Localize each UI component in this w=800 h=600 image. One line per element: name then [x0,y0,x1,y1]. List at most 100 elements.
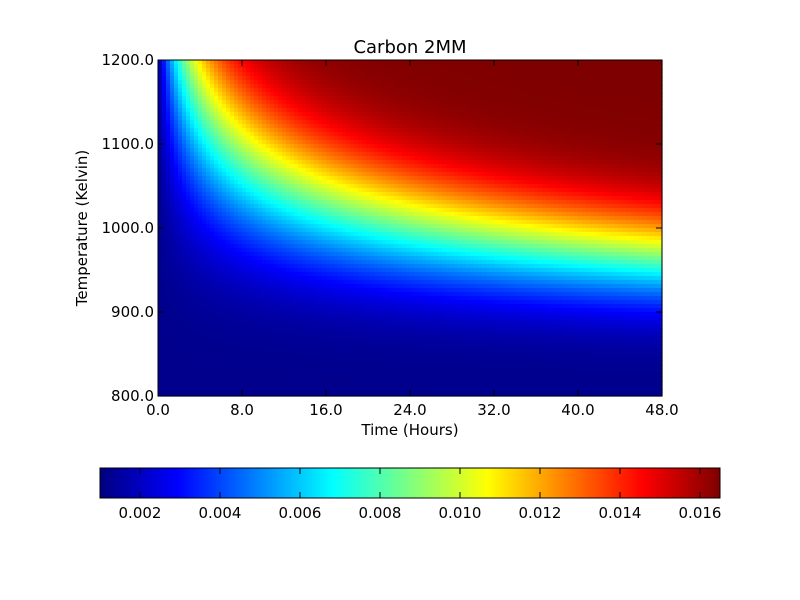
heatmap-cell [594,188,599,193]
heatmap-cell [378,120,383,125]
heatmap-cell [310,152,315,157]
heatmap-cell [426,160,431,165]
heatmap-cell [306,68,311,73]
heatmap-cell [162,212,167,217]
heatmap-cell [370,100,375,105]
heatmap-cell [574,104,579,109]
heatmap-cell [386,172,391,177]
heatmap-cell [598,100,603,105]
heatmap-cell [194,100,199,105]
heatmap-cell [422,96,427,101]
heatmap-cell [310,76,315,81]
heatmap-cell [226,204,231,209]
heatmap-cell [174,208,179,213]
heatmap-cell [286,192,291,197]
heatmap-cell [634,124,639,129]
heatmap-cell [162,60,167,65]
heatmap-cell [226,84,231,89]
heatmap-cell [638,204,643,209]
heatmap-cell [542,64,547,69]
heatmap-cell [470,88,475,93]
heatmap-cell [226,128,231,133]
heatmap-cell [426,112,431,117]
heatmap-cell [414,88,419,93]
heatmap-cell [346,160,351,165]
heatmap-cell [418,208,423,213]
heatmap-cell [606,160,611,165]
heatmap-cell [218,164,223,169]
heatmap-cell [266,108,271,113]
heatmap-cell [362,136,367,141]
heatmap-cell [262,88,267,93]
heatmap-cell [454,100,459,105]
heatmap-cell [178,148,183,153]
heatmap-cell [194,148,199,153]
heatmap-cell [378,124,383,129]
heatmap-cell [566,116,571,121]
heatmap-cell [170,100,175,105]
heatmap-cell [254,140,259,145]
heatmap-cell [498,184,503,189]
heatmap-cell [438,108,443,113]
heatmap-cell [342,112,347,117]
heatmap-cell [398,60,403,65]
heatmap-cell [486,204,491,209]
heatmap-cell [454,216,459,221]
heatmap-cell [406,172,411,177]
heatmap-cell [366,108,371,113]
heatmap-cell [454,112,459,117]
heatmap-cell [398,100,403,105]
heatmap-cell [478,76,483,81]
heatmap-cell [222,152,227,157]
heatmap-cell [590,208,595,213]
heatmap-cell [466,132,471,137]
heatmap-cell [214,112,219,117]
heatmap-cell [590,160,595,165]
heatmap-cell [378,152,383,157]
heatmap-cell [482,164,487,169]
heatmap-cell [386,92,391,97]
heatmap-cell [202,100,207,105]
heatmap-cell [546,212,551,217]
heatmap-cell [550,196,555,201]
heatmap-cell [170,88,175,93]
heatmap-cell [466,100,471,105]
heatmap-cell [502,120,507,125]
heatmap-cell [358,68,363,73]
heatmap-cell [658,60,663,65]
heatmap-cell [294,204,299,209]
heatmap-cell [358,196,363,201]
heatmap-cell [442,156,447,161]
heatmap-cell [398,168,403,173]
heatmap-cell [274,92,279,97]
heatmap-cell [198,80,203,85]
heatmap-cell [254,156,259,161]
heatmap-cell [598,152,603,157]
heatmap-cell [326,152,331,157]
heatmap-cell [602,156,607,161]
heatmap-cell [198,184,203,189]
heatmap-cell [286,72,291,77]
heatmap-cell [286,120,291,125]
heatmap-cell [326,188,331,193]
heatmap-cell [402,152,407,157]
heatmap-cell [606,172,611,177]
heatmap-cell [422,92,427,97]
heatmap-cell [458,80,463,85]
heatmap-cell [202,104,207,109]
heatmap-cell [534,92,539,97]
heatmap-cell [630,168,635,173]
heatmap-cell [238,128,243,133]
heatmap-cell [158,132,163,137]
heatmap-cell [566,128,571,133]
heatmap-cell [166,208,171,213]
heatmap-cell [602,80,607,85]
heatmap-cell [406,156,411,161]
heatmap-cell [650,168,655,173]
heatmap-cell [598,200,603,205]
heatmap-cell [570,148,575,153]
heatmap-cell [298,120,303,125]
heatmap-cell [438,212,443,217]
heatmap-cell [446,132,451,137]
heatmap-cell [602,88,607,93]
